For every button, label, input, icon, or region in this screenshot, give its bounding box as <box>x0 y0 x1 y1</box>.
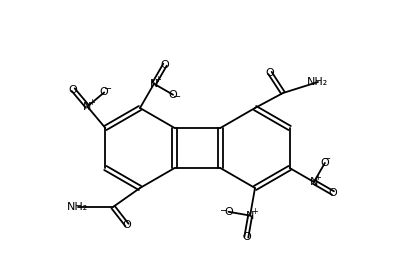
Text: O: O <box>242 232 251 242</box>
Text: N: N <box>310 177 318 187</box>
Text: O: O <box>266 68 274 78</box>
Text: +: + <box>314 174 321 182</box>
Text: −: − <box>220 206 227 216</box>
Text: O: O <box>100 87 109 97</box>
Text: O: O <box>69 85 77 95</box>
Text: O: O <box>169 90 177 100</box>
Text: O: O <box>224 207 233 217</box>
Text: N: N <box>246 211 254 221</box>
Text: −: − <box>173 92 181 102</box>
Text: N: N <box>150 79 158 89</box>
Text: NH₂: NH₂ <box>67 202 89 212</box>
Text: O: O <box>123 220 131 230</box>
Text: N: N <box>83 102 92 112</box>
Text: −: − <box>323 154 331 163</box>
Text: NH₂: NH₂ <box>307 77 329 87</box>
Text: O: O <box>329 188 337 198</box>
Text: O: O <box>161 60 170 70</box>
Text: +: + <box>251 207 258 216</box>
Text: −: − <box>104 84 112 94</box>
Text: O: O <box>320 158 329 168</box>
Text: +: + <box>88 98 95 107</box>
Text: +: + <box>154 75 162 84</box>
